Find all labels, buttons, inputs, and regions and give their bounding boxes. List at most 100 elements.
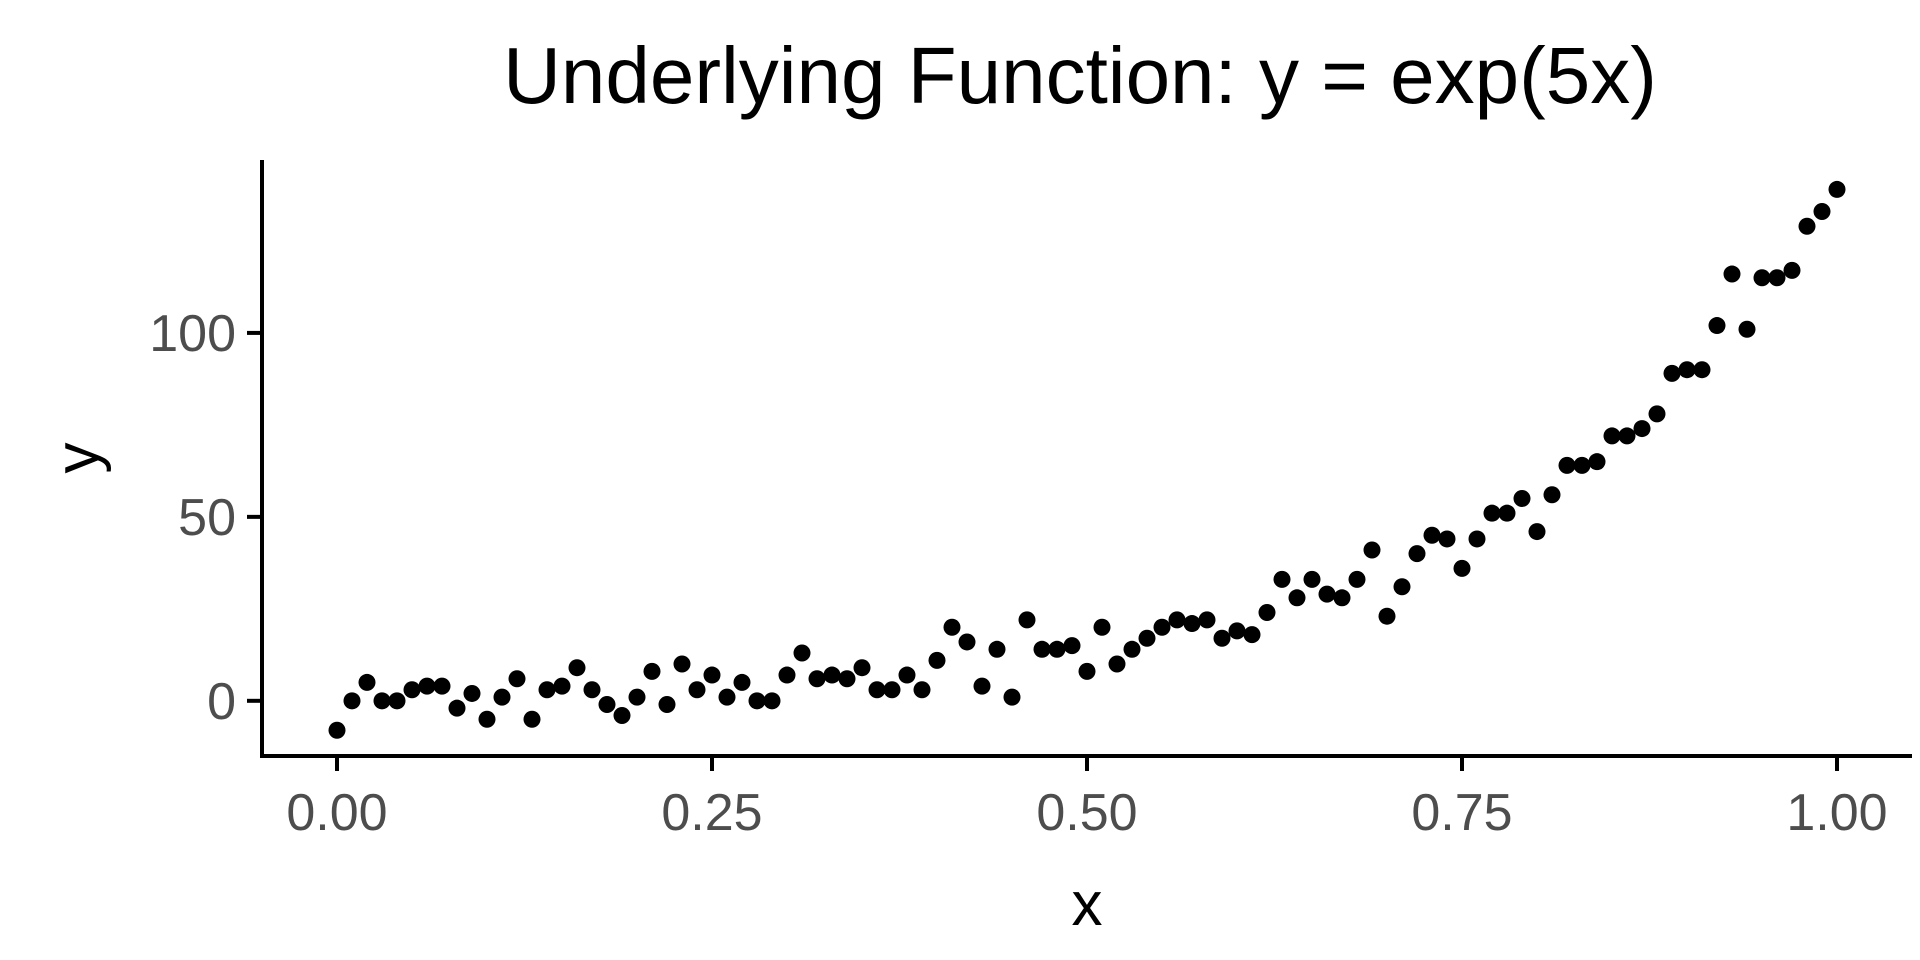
data-point [598, 695, 616, 713]
data-point [1798, 217, 1816, 235]
data-point [748, 692, 766, 710]
data-point [1738, 320, 1756, 338]
data-point [793, 644, 811, 662]
data-point [838, 670, 856, 688]
data-point [1708, 317, 1726, 335]
data-point [1468, 530, 1486, 548]
data-point [1783, 261, 1801, 279]
data-point [688, 681, 706, 699]
data-point [1363, 541, 1381, 559]
data-point [1378, 607, 1396, 625]
data-point [853, 659, 871, 677]
data-point [1288, 589, 1306, 607]
data-point [988, 640, 1006, 658]
data-point [1513, 489, 1531, 507]
data-point [508, 670, 526, 688]
chart-title: Underlying Function: y = exp(5x) [503, 31, 1657, 120]
data-point [403, 681, 421, 699]
data-point [1213, 629, 1231, 647]
data-point [538, 681, 556, 699]
data-point [1258, 604, 1276, 622]
data-point [1543, 486, 1561, 504]
data-point [1663, 364, 1681, 382]
data-point [478, 710, 496, 728]
data-point [718, 688, 736, 706]
data-point [1108, 655, 1126, 673]
y-tick-label: 100 [149, 305, 236, 363]
data-points [328, 180, 1846, 739]
data-point [1678, 361, 1696, 379]
data-point [1393, 578, 1411, 596]
data-point [823, 666, 841, 684]
data-point [1423, 526, 1441, 544]
data-point [1183, 615, 1201, 633]
data-point [1273, 570, 1291, 588]
data-point [1138, 629, 1156, 647]
data-point [883, 681, 901, 699]
data-point [1813, 203, 1831, 221]
data-point [553, 677, 571, 695]
data-point [1348, 570, 1366, 588]
data-point [373, 692, 391, 710]
data-point [1153, 618, 1171, 636]
data-point [1003, 688, 1021, 706]
data-point [1693, 361, 1711, 379]
data-point [808, 670, 826, 688]
data-point [1588, 453, 1606, 471]
data-point [1723, 265, 1741, 283]
data-point [1603, 427, 1621, 445]
data-point [1048, 640, 1066, 658]
data-point [613, 707, 631, 725]
data-point [448, 699, 466, 717]
data-point [628, 688, 646, 706]
data-point [1318, 585, 1336, 603]
data-point [358, 673, 376, 691]
data-point [1573, 456, 1591, 474]
data-point [1123, 640, 1141, 658]
data-point [493, 688, 511, 706]
data-point [1828, 180, 1846, 198]
data-point [1618, 427, 1636, 445]
data-point [1228, 622, 1246, 640]
x-tick-label: 0.75 [1411, 784, 1512, 842]
data-point [928, 651, 946, 669]
data-point [388, 692, 406, 710]
data-point [583, 681, 601, 699]
data-point [1063, 637, 1081, 655]
data-point [673, 655, 691, 673]
data-point [1558, 456, 1576, 474]
x-axis-title: x [1072, 870, 1103, 939]
data-point [1753, 269, 1771, 287]
data-point [763, 692, 781, 710]
y-axis-title: y [43, 443, 112, 474]
data-point [1768, 269, 1786, 287]
data-point [1498, 504, 1516, 522]
data-point [343, 692, 361, 710]
data-point [568, 659, 586, 677]
data-point [1438, 530, 1456, 548]
x-tick-label: 0.25 [661, 784, 762, 842]
data-point [973, 677, 991, 695]
x-ticks: 0.00 0.25 0.50 0.75 1.00 [286, 756, 1888, 842]
data-point [1333, 589, 1351, 607]
data-point [1078, 662, 1096, 680]
data-point [958, 633, 976, 651]
x-tick-label: 0.00 [286, 784, 387, 842]
data-point [1093, 618, 1111, 636]
data-point [1198, 611, 1216, 629]
data-point [1483, 504, 1501, 522]
data-point [778, 666, 796, 684]
data-point [523, 710, 541, 728]
data-point [1453, 559, 1471, 577]
y-tick-label: 0 [207, 673, 236, 731]
data-point [418, 677, 436, 695]
data-point [1633, 420, 1651, 438]
data-point [658, 695, 676, 713]
data-point [1033, 640, 1051, 658]
data-point [463, 684, 481, 702]
data-point [1018, 611, 1036, 629]
data-point [1408, 545, 1426, 563]
data-point [1648, 405, 1666, 423]
data-point [703, 666, 721, 684]
